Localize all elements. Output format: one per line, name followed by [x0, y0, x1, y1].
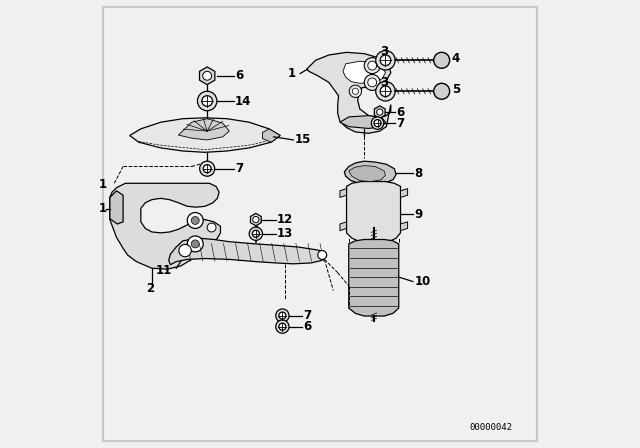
Polygon shape — [349, 240, 399, 316]
Text: 12: 12 — [277, 213, 293, 226]
Circle shape — [434, 52, 450, 68]
Polygon shape — [340, 189, 346, 198]
Circle shape — [368, 61, 376, 70]
Circle shape — [202, 96, 212, 106]
Polygon shape — [346, 181, 401, 242]
Circle shape — [380, 55, 391, 65]
Polygon shape — [110, 191, 123, 224]
Text: 9: 9 — [414, 208, 422, 221]
Circle shape — [279, 323, 286, 330]
Circle shape — [376, 82, 396, 101]
Circle shape — [376, 109, 383, 115]
Circle shape — [188, 236, 203, 252]
Polygon shape — [340, 116, 385, 129]
Polygon shape — [401, 189, 408, 198]
Circle shape — [188, 212, 203, 228]
Circle shape — [198, 91, 217, 111]
Circle shape — [276, 309, 289, 322]
Polygon shape — [349, 166, 385, 181]
Text: 4: 4 — [452, 52, 460, 65]
Circle shape — [364, 74, 380, 90]
Text: 1: 1 — [99, 178, 107, 191]
Polygon shape — [130, 118, 280, 152]
Text: 2: 2 — [147, 282, 155, 295]
Circle shape — [352, 88, 358, 95]
Circle shape — [276, 320, 289, 333]
Circle shape — [191, 216, 199, 224]
Polygon shape — [307, 52, 391, 134]
Circle shape — [364, 58, 380, 73]
Circle shape — [249, 227, 262, 241]
Polygon shape — [200, 67, 215, 85]
Text: 13: 13 — [277, 227, 293, 240]
Circle shape — [253, 216, 259, 223]
Text: 6: 6 — [397, 106, 404, 119]
Text: 1: 1 — [99, 202, 107, 215]
Polygon shape — [262, 129, 280, 142]
Circle shape — [371, 117, 384, 129]
Polygon shape — [179, 119, 229, 140]
Polygon shape — [343, 61, 385, 83]
Circle shape — [200, 161, 214, 176]
Circle shape — [191, 240, 199, 248]
Circle shape — [380, 86, 391, 97]
Text: 7: 7 — [303, 309, 312, 322]
Polygon shape — [401, 222, 408, 231]
Text: 7: 7 — [397, 116, 404, 129]
Circle shape — [179, 244, 191, 257]
Circle shape — [368, 78, 376, 87]
Text: 00000042: 00000042 — [470, 423, 513, 432]
Text: 14: 14 — [235, 95, 252, 108]
Text: 3: 3 — [380, 76, 388, 89]
Circle shape — [374, 120, 381, 127]
Text: 7: 7 — [235, 162, 243, 175]
Text: 15: 15 — [295, 134, 311, 146]
Circle shape — [207, 223, 216, 232]
Text: 6: 6 — [235, 69, 243, 82]
Polygon shape — [344, 161, 396, 185]
Circle shape — [349, 85, 362, 98]
Polygon shape — [374, 106, 385, 118]
Circle shape — [376, 51, 396, 70]
Circle shape — [434, 83, 450, 99]
Text: 5: 5 — [452, 82, 460, 95]
Text: 6: 6 — [303, 320, 312, 333]
Text: 1: 1 — [287, 67, 296, 80]
Circle shape — [252, 230, 259, 237]
Text: 11: 11 — [156, 264, 172, 277]
Polygon shape — [250, 213, 261, 226]
Polygon shape — [110, 183, 220, 269]
Polygon shape — [169, 238, 326, 265]
Circle shape — [203, 71, 212, 80]
Text: 10: 10 — [414, 275, 431, 288]
Text: 3: 3 — [380, 45, 388, 58]
Polygon shape — [340, 222, 346, 231]
Text: 8: 8 — [414, 167, 422, 180]
Circle shape — [318, 250, 326, 259]
Circle shape — [279, 312, 286, 319]
Circle shape — [203, 165, 211, 172]
